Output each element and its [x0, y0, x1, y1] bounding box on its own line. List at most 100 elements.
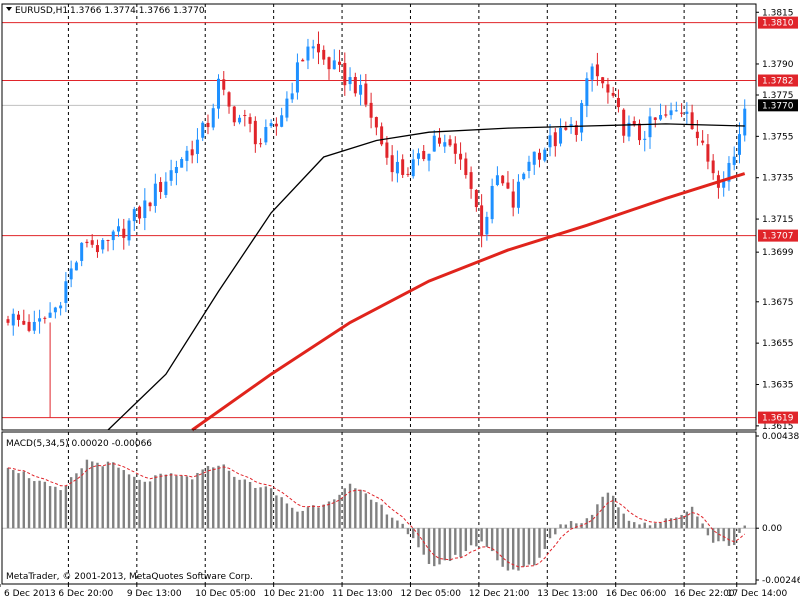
- candle-body: [38, 318, 42, 322]
- macd-bar: [190, 479, 194, 529]
- macd-histogram: [2, 459, 756, 571]
- macd-bar: [454, 528, 457, 555]
- macd-bar: [569, 521, 573, 529]
- candle-body: [353, 76, 357, 94]
- candle-body: [338, 61, 342, 65]
- candle-body: [543, 149, 547, 161]
- macd-bar: [606, 492, 610, 529]
- candle-body: [117, 226, 121, 232]
- candle-body: [322, 49, 326, 60]
- candle-body: [664, 114, 668, 116]
- candle-body: [222, 79, 226, 90]
- time-tick-label: 6 Dec 2013: [4, 589, 56, 599]
- candle-body: [680, 112, 684, 114]
- candle-body: [474, 190, 478, 208]
- macd-bar: [659, 522, 662, 529]
- macd-bar: [627, 520, 631, 529]
- candle-body: [501, 175, 505, 184]
- macd-bar: [464, 528, 468, 552]
- macd-bar: [133, 476, 136, 529]
- macd-bar: [459, 528, 462, 558]
- macd-bar: [596, 504, 599, 529]
- macd-bar: [12, 470, 15, 529]
- candle-body: [243, 115, 247, 117]
- dropdown-arrow-icon[interactable]: [6, 7, 12, 11]
- candle-body: [611, 92, 615, 96]
- candle-body: [548, 135, 552, 148]
- candle-body: [143, 200, 147, 219]
- candle-body: [464, 158, 468, 176]
- candle-body: [495, 175, 499, 185]
- candle-body: [59, 305, 63, 309]
- candle-body: [132, 209, 136, 222]
- candle-body: [48, 312, 52, 318]
- macd-bar: [554, 528, 557, 535]
- candle-body: [295, 62, 299, 93]
- macd-bar: [496, 528, 499, 561]
- macd-bar: [706, 528, 710, 536]
- macd-bar: [501, 528, 504, 567]
- candle-body: [343, 63, 347, 86]
- macd-bar: [559, 524, 562, 529]
- candle-body: [538, 152, 542, 160]
- time-tick-label: 6 Dec 20:00: [58, 589, 113, 599]
- candle-body: [248, 117, 252, 124]
- macd-bar: [690, 506, 694, 529]
- macd-bar: [696, 516, 699, 529]
- candle-body: [701, 140, 705, 143]
- candle-body: [564, 127, 568, 130]
- candle-body: [411, 159, 415, 177]
- time-tick-label: 10 Dec 21:00: [264, 589, 325, 599]
- macd-bar: [338, 494, 341, 529]
- candle-body: [159, 182, 163, 192]
- macd-bar: [669, 518, 673, 529]
- macd-bar: [406, 528, 410, 535]
- candle-body: [690, 112, 694, 130]
- macd-bar: [238, 479, 241, 529]
- price-tick-label: 1.3699: [762, 248, 794, 258]
- candle-body: [385, 142, 389, 158]
- macd-bar: [648, 525, 652, 529]
- macd-bar: [548, 528, 552, 539]
- macd-bar: [280, 497, 283, 529]
- candle-body: [11, 313, 15, 326]
- macd-bar: [143, 481, 147, 529]
- candle-body: [101, 240, 105, 250]
- time-tick-label: 12 Dec 21:00: [469, 589, 530, 599]
- macd-bar: [369, 499, 373, 529]
- macd-bar: [443, 528, 446, 561]
- macd-bar: [711, 528, 715, 543]
- candle-body: [416, 153, 420, 159]
- macd-axis: 0.00438 0.00 -0.00246: [756, 432, 800, 586]
- macd-tick-label: 0.00438: [762, 432, 799, 442]
- candle-body: [438, 137, 442, 144]
- macd-bar: [312, 505, 315, 529]
- candle-body: [711, 160, 715, 174]
- candle-body: [111, 231, 115, 241]
- candle-body: [211, 108, 215, 128]
- macd-bar: [643, 522, 646, 529]
- macd-bar: [285, 503, 289, 529]
- macd-bar: [175, 475, 178, 529]
- candle-body: [285, 98, 289, 118]
- candle-body: [553, 132, 557, 147]
- candle-body: [27, 321, 31, 331]
- price-tick-label: 1.3755: [762, 132, 794, 142]
- macd-bar: [27, 478, 31, 529]
- macd-bar: [222, 464, 225, 529]
- macd-bar: [664, 518, 668, 529]
- macd-bar: [48, 486, 52, 529]
- macd-bar: [401, 523, 404, 529]
- level-label: 1.3619: [762, 414, 794, 424]
- macd-bar: [543, 528, 546, 549]
- header-symbol: EURUSD,H1: [15, 6, 68, 16]
- macd-bar: [90, 461, 94, 529]
- macd-bar: [522, 528, 525, 567]
- candle-body: [174, 167, 178, 174]
- macd-bar: [122, 470, 125, 529]
- candle-body: [290, 93, 294, 100]
- candle-body: [480, 205, 484, 237]
- candles: [6, 31, 747, 418]
- candle-body: [153, 183, 157, 206]
